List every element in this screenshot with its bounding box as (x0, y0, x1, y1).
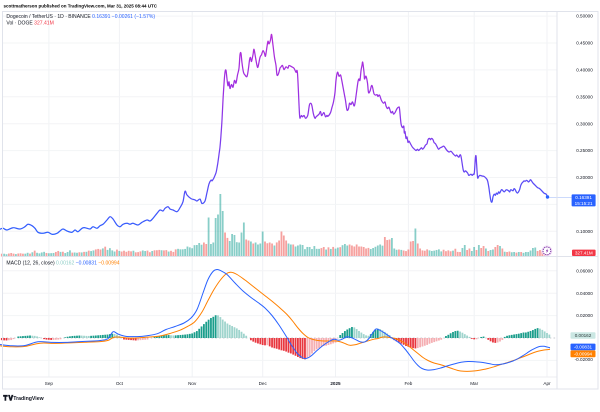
svg-text:scottmatherson published on Tr: scottmatherson published on TradingView.… (4, 3, 158, 8)
svg-text:0.45000: 0.45000 (576, 41, 593, 46)
svg-text:0.06000: 0.06000 (576, 268, 593, 273)
svg-text:Oct: Oct (116, 381, 124, 386)
svg-text:Feb: Feb (404, 381, 412, 386)
svg-text:MACD (12, 26, close) 0.00162 −: MACD (12, 26, close) 0.00162 −0.00831 −0… (6, 261, 119, 267)
svg-text:-0.00831: -0.00831 (574, 345, 593, 350)
svg-text:Nov: Nov (188, 381, 197, 386)
svg-text:TradingView: TradingView (13, 396, 44, 402)
svg-text:0.00162: 0.00162 (575, 333, 592, 338)
svg-text:0.04000: 0.04000 (576, 291, 593, 296)
svg-text:2025: 2025 (330, 381, 341, 386)
svg-text:0.40000: 0.40000 (576, 68, 593, 73)
svg-text:Vol · DOGE 327.41M: Vol · DOGE 327.41M (6, 21, 53, 27)
svg-text:0.16391: 0.16391 (575, 195, 592, 200)
svg-text:Dec: Dec (259, 381, 268, 386)
svg-text:0.20000: 0.20000 (576, 175, 593, 180)
svg-text:Apr: Apr (543, 381, 551, 386)
svg-text:Mar: Mar (470, 381, 478, 386)
svg-text:0.02000: 0.02000 (576, 313, 593, 318)
svg-text:15:15:21: 15:15:21 (575, 201, 593, 206)
svg-text:-0.00994: -0.00994 (574, 351, 593, 356)
svg-text:-0.02000: -0.02000 (575, 357, 594, 362)
svg-text:327.41M: 327.41M (575, 250, 593, 255)
svg-text:Sep: Sep (45, 381, 54, 386)
svg-text:0.50000: 0.50000 (576, 14, 593, 19)
svg-text:0.30000: 0.30000 (576, 121, 593, 126)
svg-text:Dogecoin / TetherUS · 1D · BIN: Dogecoin / TetherUS · 1D · BINANCE 0.163… (6, 14, 155, 20)
svg-text:0.35000: 0.35000 (576, 94, 593, 99)
svg-text:0.10000: 0.10000 (576, 229, 593, 234)
svg-text:0.25000: 0.25000 (576, 148, 593, 153)
